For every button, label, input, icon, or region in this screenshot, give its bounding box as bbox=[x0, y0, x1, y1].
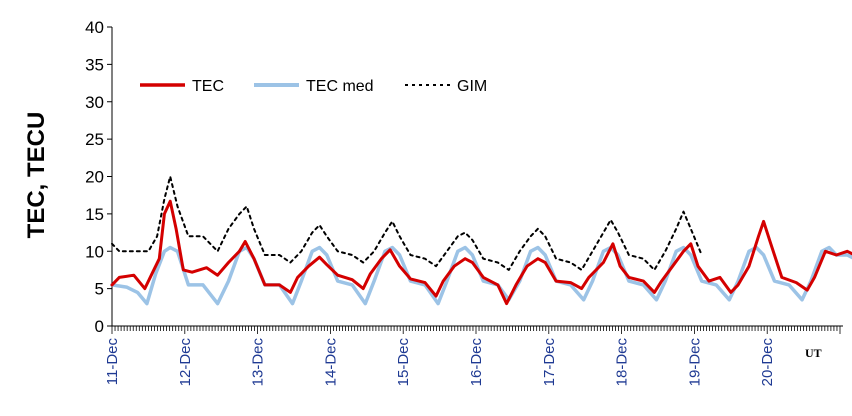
x-tick-label: 17-Dec bbox=[541, 338, 558, 387]
x-tick-label: 11-Dec bbox=[104, 338, 121, 386]
y-tick-label: 15 bbox=[85, 205, 104, 224]
x-tick-label: 15-Dec bbox=[395, 338, 412, 387]
y-tick-label: 30 bbox=[85, 93, 104, 112]
x-tick-label: 13-Dec bbox=[250, 338, 267, 387]
y-axis-label: TEC, TECU bbox=[23, 112, 50, 239]
y-tick-label: 35 bbox=[85, 55, 104, 74]
y-tick-label: 0 bbox=[95, 317, 104, 336]
x-tick-label: 16-Dec bbox=[468, 338, 485, 387]
x-unit-label: UT bbox=[805, 346, 822, 360]
y-tick-label: 25 bbox=[85, 130, 104, 149]
legend: TEC TEC med GIM bbox=[140, 78, 487, 95]
series-line-tec bbox=[110, 199, 852, 306]
x-axis: 11-Dec 12-Dec 13-Dec 14-Dec 15-Dec 16-Dec 17-D… bbox=[104, 325, 843, 387]
series-layer bbox=[110, 175, 852, 306]
legend-label: TEC med bbox=[306, 78, 374, 95]
y-tick-label: 10 bbox=[85, 242, 104, 261]
legend-label: GIM bbox=[457, 78, 487, 95]
x-tick-label: 18-Dec bbox=[614, 338, 631, 387]
legend-label: TEC bbox=[192, 78, 224, 95]
y-tick-label: 40 bbox=[85, 18, 104, 37]
x-tick-label: 14-Dec bbox=[322, 338, 339, 387]
x-tick-label: 19-Dec bbox=[686, 338, 703, 387]
y-tick-label: 20 bbox=[85, 168, 104, 187]
series-line-gim bbox=[111, 175, 703, 271]
x-tick-label: 12-Dec bbox=[177, 338, 194, 387]
y-axis: 0 5 10 15 20 25 30 35 40 bbox=[85, 18, 113, 336]
x-tick-label: 20-Dec bbox=[759, 338, 776, 387]
y-tick-label: 5 bbox=[95, 280, 104, 299]
